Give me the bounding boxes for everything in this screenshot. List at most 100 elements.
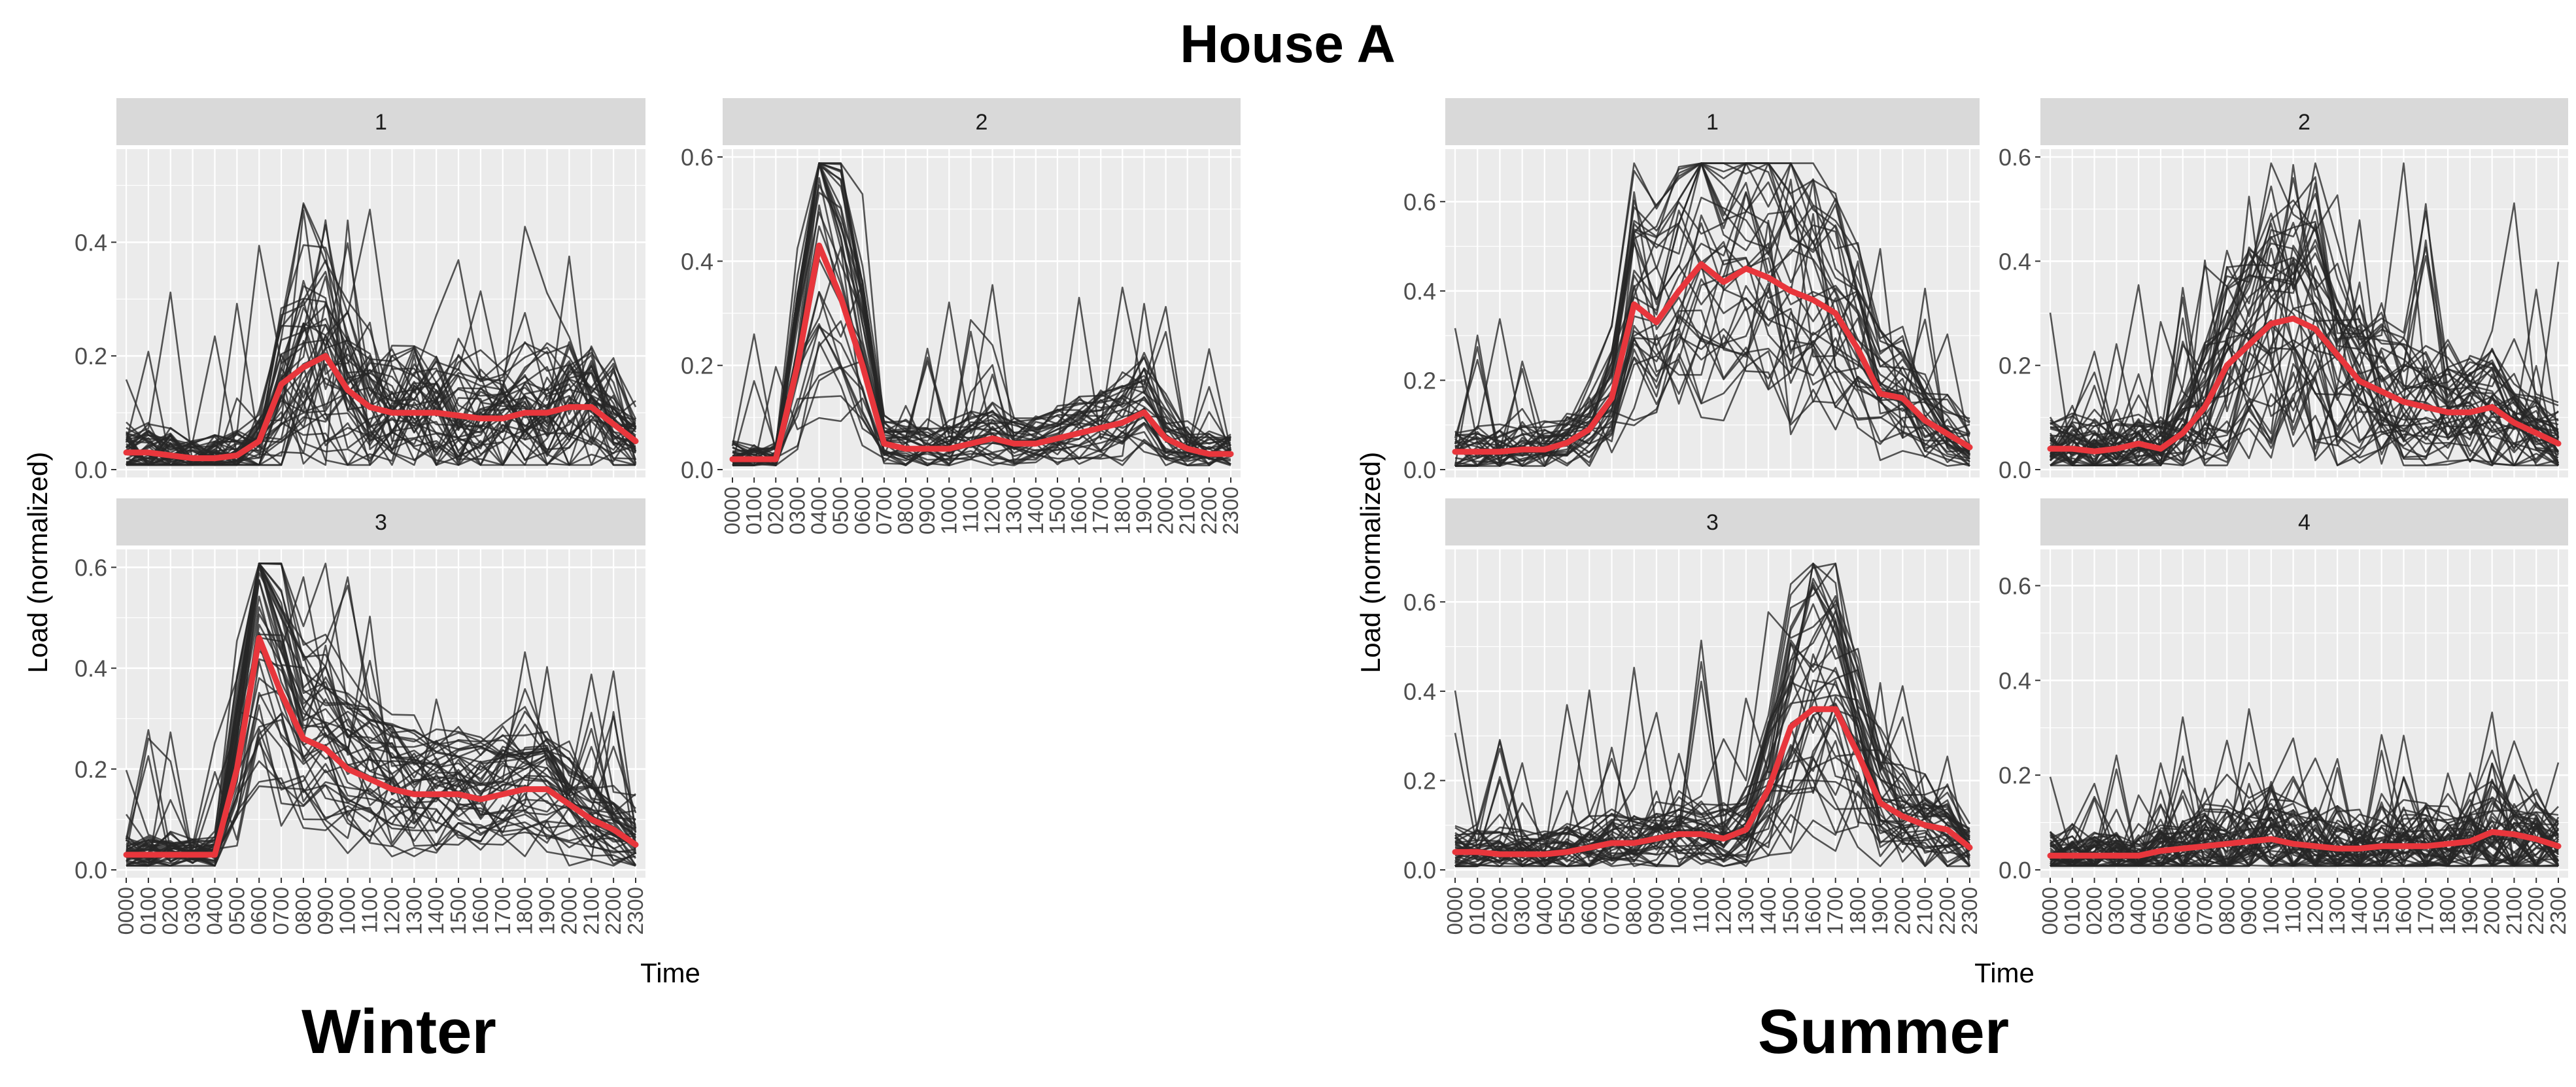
x-tick-label: 1000: [2259, 887, 2283, 935]
daily-profile-line: [1454, 219, 1970, 467]
x-tick-label: 2000: [1890, 887, 1914, 935]
daily-profile-line: [126, 606, 636, 852]
facet-strip: [116, 98, 645, 145]
y-tick-label: 0.4: [1403, 278, 1436, 305]
x-tick-label: 1600: [468, 887, 492, 935]
x-tick-label: 0900: [2237, 887, 2261, 935]
facet-strip-label: 3: [1706, 510, 1719, 535]
x-tick-label: 0000: [2038, 887, 2062, 935]
y-tick-label: 0.6: [681, 144, 713, 171]
x-tick-label: 0300: [785, 487, 809, 534]
daily-profile-line: [1454, 562, 1971, 858]
facet-panel-winter-2: 2 0.0 0.2 0.4 0.6 000001000200030004000500060…: [681, 98, 1243, 534]
x-tick-label: 1100: [2281, 887, 2305, 933]
x-tick-label: 2200: [2524, 887, 2548, 935]
x-tick-label: 0500: [1554, 887, 1579, 935]
daily-profile-line: [126, 307, 637, 466]
daily-profile-line: [126, 579, 637, 856]
facet-panel-summer-2: 2 0.0 0.2 0.4 0.6: [1999, 98, 2568, 483]
x-tick-label: 0200: [158, 887, 182, 935]
daily-profile-line: [1454, 610, 1971, 855]
facet-panel-winter-1: 1 0.0 0.2 0.4: [75, 98, 645, 483]
x-tick-label: 1200: [2303, 887, 2327, 935]
daily-profile-line: [2049, 226, 2560, 460]
daily-profile-line: [732, 165, 1231, 461]
daily-profile-line: [2050, 222, 2560, 464]
x-tick-label: 2100: [1175, 487, 1199, 534]
x-tick-label: 1400: [1023, 487, 1048, 534]
x-tick-label: 0100: [742, 487, 766, 534]
daily-profile-line: [2049, 799, 2560, 865]
x-tick-label: 2000: [1154, 487, 1178, 534]
season-label-summer: Summer: [1758, 997, 2009, 1067]
x-tick-label: 1500: [1045, 487, 1069, 534]
y-tick-label: 0.0: [1403, 457, 1436, 483]
y-tick-label: 0.2: [681, 353, 713, 379]
daily-profile-line: [126, 203, 637, 462]
daily-profile-line: [126, 595, 637, 864]
cluster-mean-line: [123, 634, 639, 858]
x-tick-label: 1300: [402, 887, 426, 935]
daily-profile-line: [2050, 777, 2559, 860]
cluster-mean-line: [1452, 261, 1973, 455]
daily-profile-line: [732, 366, 1231, 466]
x-tick-label: 2300: [2546, 887, 2570, 935]
x-tick-label: 0100: [1465, 887, 1489, 935]
daily-profile-line: [2049, 754, 2560, 867]
facet-strip-label: 2: [2298, 110, 2310, 135]
daily-profile-line: [126, 373, 636, 466]
y-tick-label: 0.0: [75, 857, 107, 884]
x-tick-label: 0800: [2214, 887, 2239, 935]
daily-profile-line: [1454, 214, 1970, 466]
daily-profile-line: [1454, 603, 1971, 850]
daily-profile-lines: [1454, 562, 1971, 867]
y-tick-label: 0.2: [1403, 367, 1436, 394]
x-tick-label: 2200: [1197, 487, 1221, 534]
x-tick-label: 0600: [1577, 887, 1601, 935]
chart-title: House A: [1180, 14, 1396, 74]
x-tick-label: 0800: [1622, 887, 1646, 935]
x-tick-label: 0600: [247, 887, 271, 935]
x-tick-label: 1000: [936, 487, 961, 534]
x-tick-label: 0600: [850, 487, 874, 534]
y-tick-label: 0.2: [75, 756, 107, 783]
x-tick-label: 2100: [579, 887, 603, 935]
x-tick-label: 1700: [2413, 887, 2437, 935]
x-tick-label: 1800: [1846, 887, 1870, 935]
x-tick-label: 1700: [1823, 887, 1847, 935]
y-tick-label: 0.2: [75, 343, 107, 370]
daily-profile-line: [1454, 162, 1971, 446]
x-tick-label: 1200: [1711, 887, 1736, 935]
x-tick-label: 0500: [2148, 887, 2172, 935]
x-tick-label: 2200: [601, 887, 625, 935]
x-tick-label: 1500: [446, 887, 470, 935]
x-tick-label: 0400: [1532, 887, 1556, 935]
x-tick-label: 1200: [379, 887, 404, 935]
daily-profile-line: [126, 365, 637, 466]
x-tick-label: 1300: [1002, 487, 1026, 534]
cluster-mean-line: [729, 242, 1234, 462]
x-tick-label: 0600: [2171, 887, 2195, 935]
x-tick-label: 2300: [1218, 487, 1243, 534]
x-tick-label: 1800: [1110, 487, 1134, 534]
facet-strip-label: 1: [1706, 110, 1719, 135]
x-tick-label: 0900: [1644, 887, 1668, 935]
daily-profile-line: [1454, 587, 1971, 846]
y-tick-label: 0.4: [681, 248, 713, 275]
daily-profile-line: [2050, 797, 2559, 867]
x-tick-label: 0700: [2192, 887, 2216, 935]
x-tick-label: 0000: [1443, 887, 1467, 935]
daily-profile-line: [126, 742, 636, 865]
daily-profile-lines: [2049, 162, 2560, 466]
daily-profile-line: [126, 209, 637, 466]
x-tick-label: 0000: [720, 487, 744, 534]
y-tick-label: 0.0: [75, 457, 107, 483]
daily-profile-line: [126, 291, 637, 465]
x-axis-title-winter: Time: [640, 958, 700, 988]
season-label-winter: Winter: [301, 997, 496, 1067]
cluster-mean-line: [1452, 706, 1973, 857]
daily-profile-line: [126, 777, 636, 867]
x-tick-label: 0400: [2126, 887, 2150, 935]
x-tick-label: 0100: [136, 887, 160, 935]
